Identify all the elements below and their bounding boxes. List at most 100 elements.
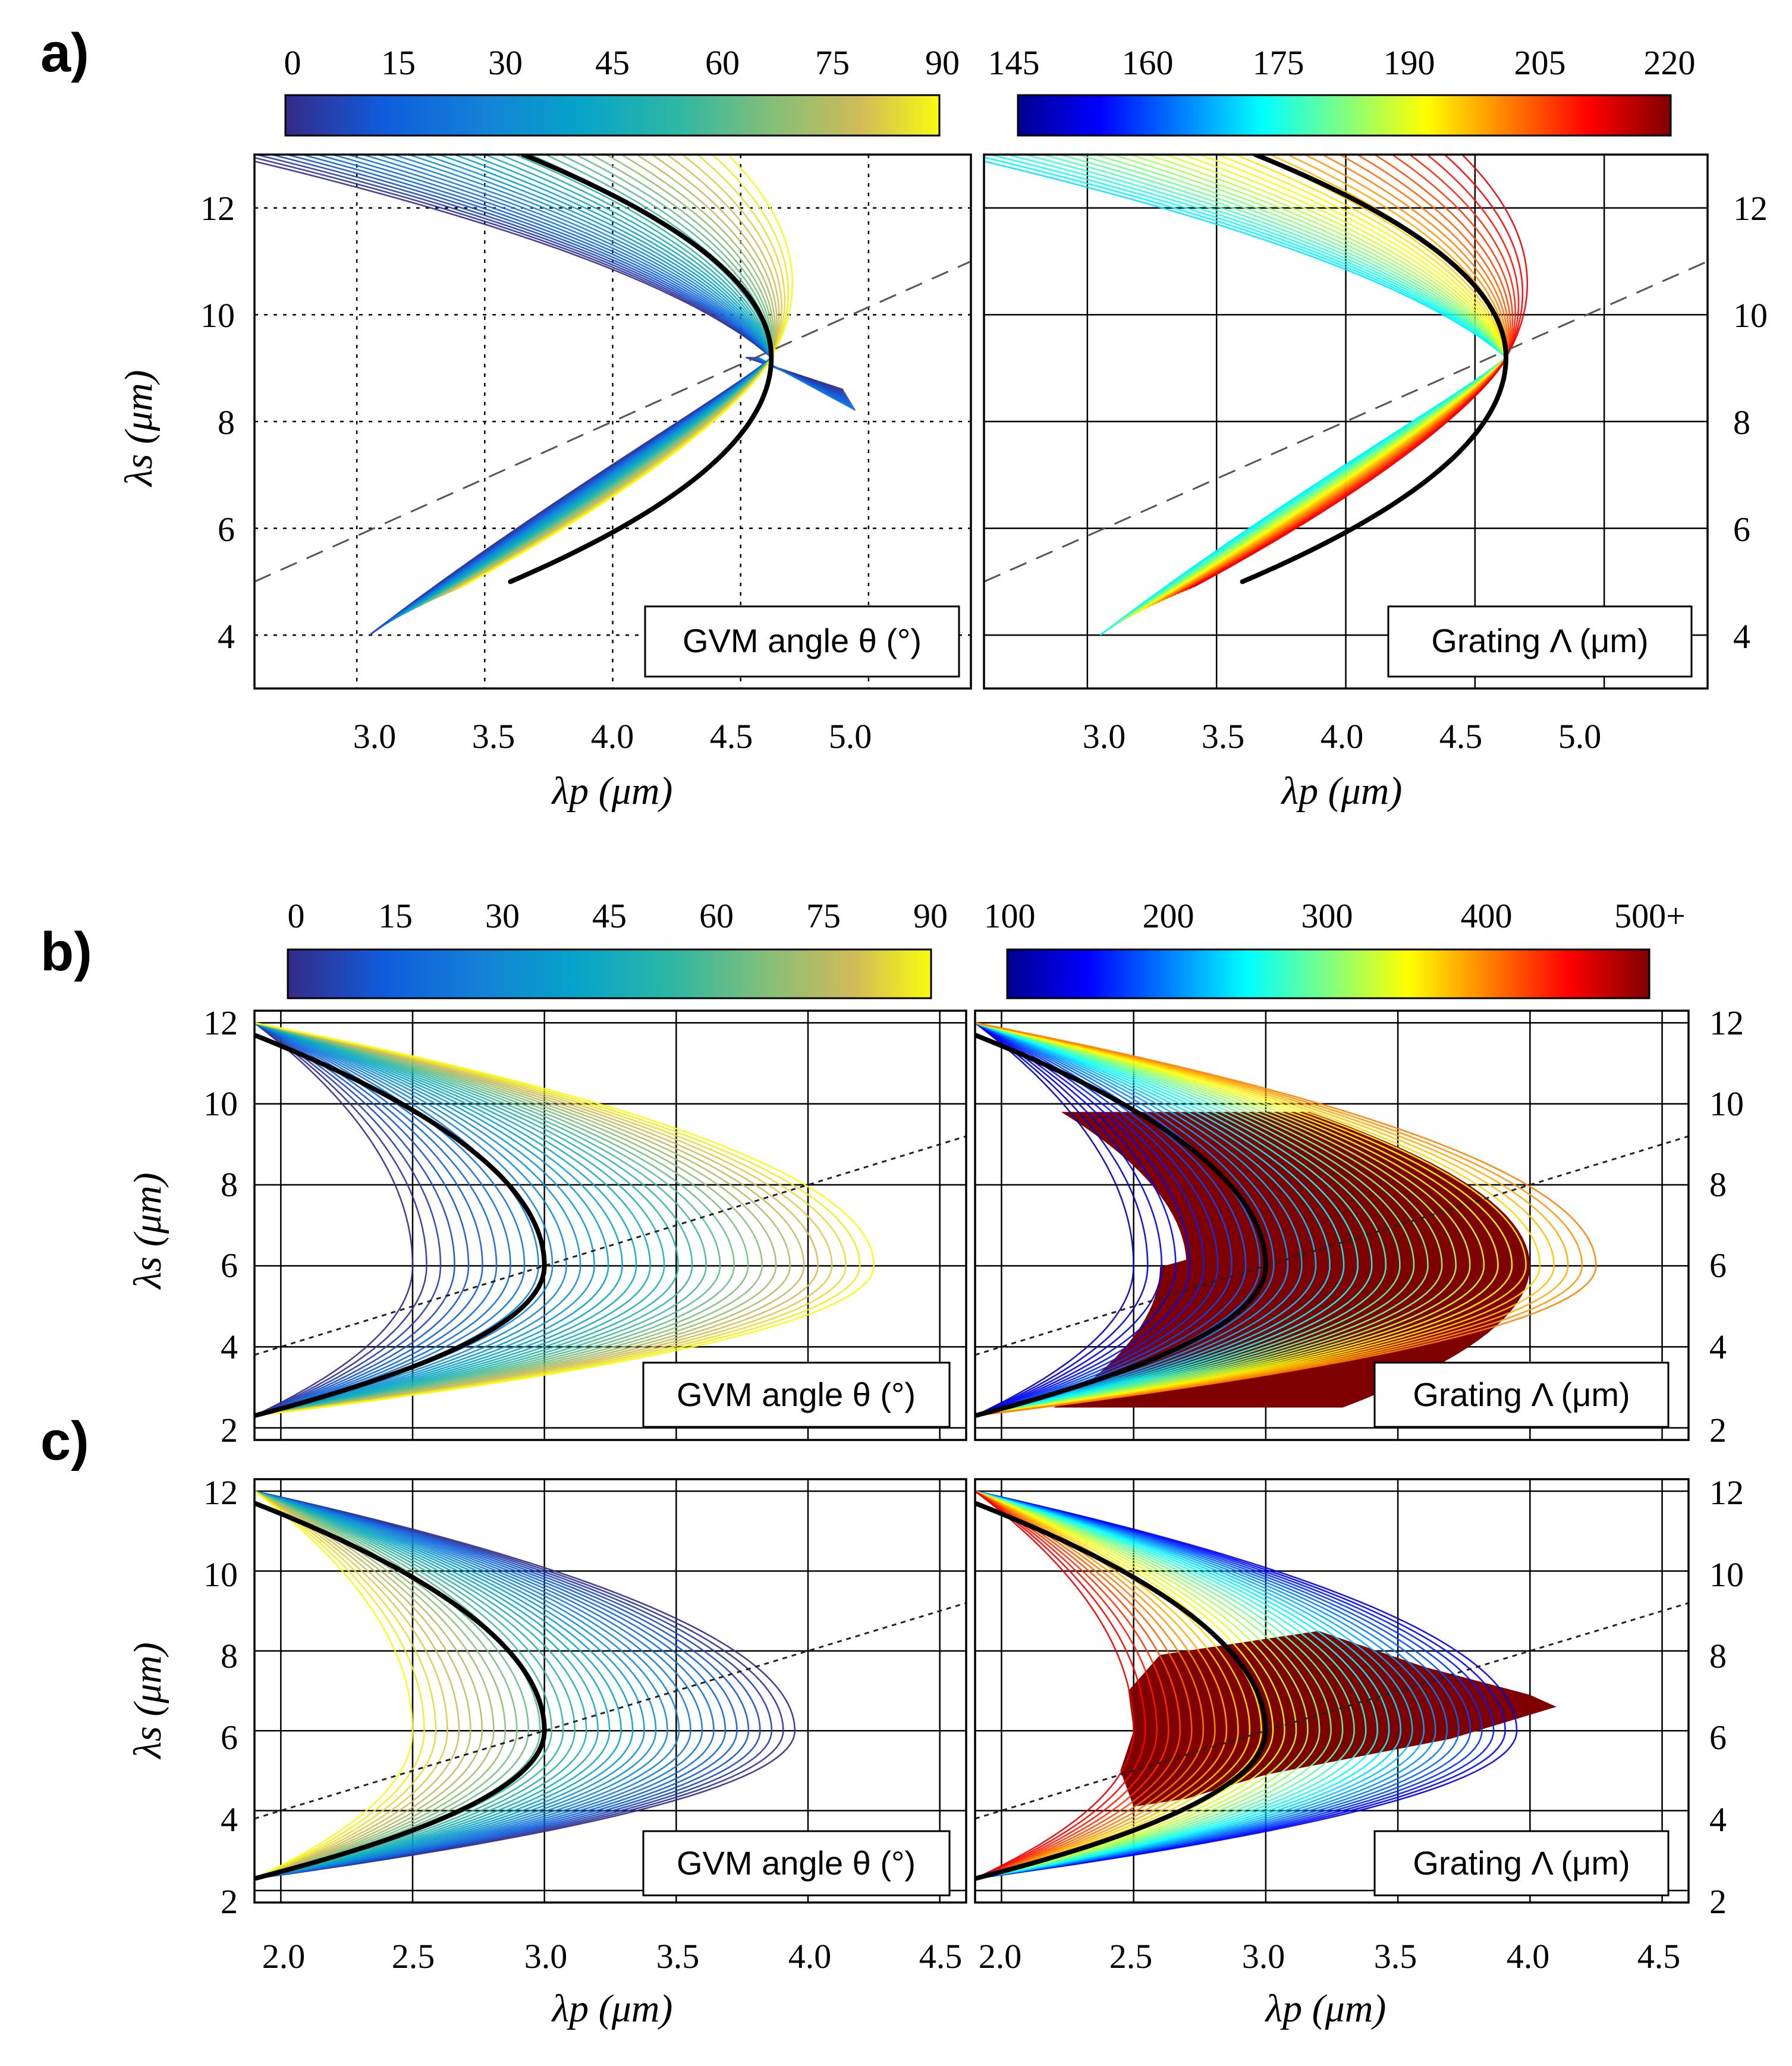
gvm-curve xyxy=(254,1022,861,1417)
colorbar-tick: 60 xyxy=(705,43,740,82)
panel-label-c: c) xyxy=(40,1411,89,1471)
colorbar-tick: 15 xyxy=(381,43,416,82)
tick-label: 4 xyxy=(1709,1800,1727,1839)
gvm-curve xyxy=(254,1022,414,1417)
colorbar-tick: 0 xyxy=(288,897,305,935)
grating-curve xyxy=(975,1490,1158,1879)
grating-curve xyxy=(975,1022,1499,1417)
plot-frame xyxy=(974,1478,1690,1904)
plot-frame xyxy=(253,153,972,690)
plot-frame xyxy=(983,153,1709,690)
xlabel-c-left: λp (μm) xyxy=(551,1987,673,2030)
gvm-curve xyxy=(254,1022,526,1417)
gvm-curve xyxy=(254,1490,530,1879)
gvm-curve xyxy=(254,1022,679,1417)
gvm-curve xyxy=(254,1490,668,1879)
colorbar-b-angle-ticks: 0 15 30 45 60 75 90 xyxy=(288,897,948,935)
grating-curve xyxy=(975,1022,1401,1417)
gvm-curve xyxy=(254,1490,634,1879)
colorbar-tick: 45 xyxy=(595,43,630,82)
grating-curve xyxy=(975,1022,1583,1417)
grating-curve xyxy=(975,1490,1506,1879)
gvm-curve xyxy=(254,1490,425,1879)
gvm-curve xyxy=(254,1022,693,1417)
grating-curve xyxy=(975,1490,1436,1879)
tick-label: 2.5 xyxy=(1109,1937,1153,1976)
gvm-curve xyxy=(254,1022,455,1417)
yticks-c-left: 2 4 6 8 10 12 xyxy=(203,1473,238,1921)
colorbar-a-grating: 145 160 175 190 205 220 xyxy=(988,43,1696,137)
legend-c-angle: GVM angle θ (°) xyxy=(642,1830,951,1897)
gvm-curve xyxy=(254,1022,651,1417)
ylabel-a: λs (μm) xyxy=(117,370,161,488)
grating-fill-region xyxy=(1120,1631,1557,1807)
plot-frame xyxy=(253,1010,967,1441)
yticks-a-right: 4 6 8 10 12 xyxy=(1733,189,1768,656)
gvm-curve xyxy=(757,357,856,411)
gvm-curve xyxy=(254,1490,471,1879)
quasi-phase-matching-curve xyxy=(254,1501,547,1881)
legend-a-angle: GVM angle θ (°) xyxy=(644,605,960,678)
colorbar-tick: 220 xyxy=(1644,43,1696,82)
grating-curve xyxy=(975,1022,1191,1417)
colorbar-tick: 500+ xyxy=(1614,897,1686,935)
grating-curve xyxy=(975,1490,1216,1879)
grating-curve xyxy=(975,1022,1331,1417)
gvm-curve xyxy=(254,1022,637,1417)
colorbar-tick: 75 xyxy=(806,897,841,935)
tick-label: 10 xyxy=(200,296,235,335)
tick-label: 10 xyxy=(203,1555,238,1594)
tick-label: 2 xyxy=(1709,1882,1727,1921)
grating-curve xyxy=(975,1490,1134,1879)
tick-label: 8 xyxy=(1709,1637,1727,1675)
colorbar-tick: 190 xyxy=(1384,43,1435,82)
yticks-b-left: 2 4 6 8 10 12 xyxy=(203,1004,238,1449)
grating-curve xyxy=(975,1022,1457,1417)
tick-label: 8 xyxy=(221,1165,238,1204)
quasi-phase-matching-curve xyxy=(508,155,774,584)
gvm-curve xyxy=(254,1022,735,1417)
gvm-curve xyxy=(254,1490,611,1879)
legend-b-angle: GVM angle θ (°) xyxy=(642,1361,951,1428)
tick-label: 3.0 xyxy=(1083,717,1126,756)
grating-curve xyxy=(975,1022,1415,1417)
tick-label: 8 xyxy=(1733,403,1750,442)
gvm-curve xyxy=(254,1022,470,1417)
tick-label: 2 xyxy=(221,1882,238,1921)
grating-curve xyxy=(975,1022,1134,1417)
grating-curve xyxy=(975,1490,1472,1879)
gvm-curve xyxy=(254,1022,623,1417)
tick-label: 4.0 xyxy=(1507,1937,1550,1976)
plot-curves xyxy=(975,1490,1689,1881)
xlabel-a-left: λp (μm) xyxy=(551,769,673,813)
grating-curve xyxy=(975,1490,1321,1879)
xlabel-c-right: λp (μm) xyxy=(1265,1987,1387,2030)
gvm-curve xyxy=(254,1022,498,1417)
tick-label: 12 xyxy=(200,189,235,228)
grating-curve xyxy=(975,1490,1379,1879)
gvm-curve xyxy=(254,1022,875,1417)
ylabel-b: λs (μm) xyxy=(126,1172,169,1290)
gvm-curve xyxy=(254,1490,587,1879)
gvm-curve xyxy=(254,1022,833,1417)
tick-label: 2 xyxy=(221,1411,238,1449)
grating-curve xyxy=(975,1490,1460,1879)
colorbar-a-grating-bar xyxy=(1017,94,1672,137)
legend-a-grating: Grating Λ (μm) xyxy=(1387,605,1693,678)
tick-label: 4 xyxy=(1733,617,1750,656)
colorbar-tick: 75 xyxy=(815,43,850,82)
grating-curve xyxy=(975,1490,1344,1879)
xticks-a-left: 3.0 3.5 4.0 4.5 5.0 xyxy=(353,717,872,756)
grating-curve xyxy=(975,1022,1569,1417)
quasi-phase-matching-curve xyxy=(975,1501,1268,1881)
grating-curve xyxy=(975,1490,1332,1879)
gvm-curve xyxy=(254,1490,599,1879)
gvm-curve xyxy=(254,1490,703,1879)
plot-curves xyxy=(254,155,971,636)
colorbar-tick: 205 xyxy=(1514,43,1566,82)
gvm-curve xyxy=(254,1022,567,1417)
grating-curve xyxy=(975,1022,1345,1417)
gvm-curve xyxy=(254,1490,483,1879)
colorbar-a-grating-ticks: 145 160 175 190 205 220 xyxy=(988,43,1696,82)
gvm-curve xyxy=(254,1490,784,1879)
